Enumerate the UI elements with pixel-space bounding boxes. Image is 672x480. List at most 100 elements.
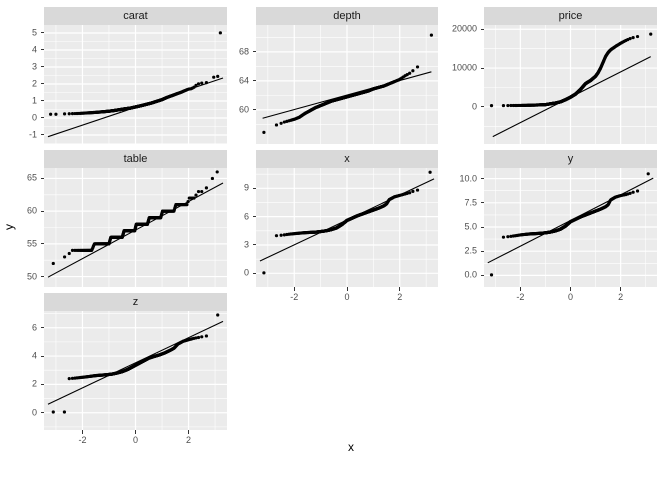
facet-panel-y bbox=[484, 168, 657, 287]
y-tick-label: 60 bbox=[26, 205, 37, 216]
x-tick-mark bbox=[346, 287, 348, 291]
x-tick-label: 0 bbox=[567, 291, 574, 302]
facet-panel-depth bbox=[256, 25, 438, 144]
x-tick-label: 2 bbox=[186, 434, 192, 445]
y-tick-mark bbox=[40, 66, 44, 68]
y-tick-label: -1 bbox=[28, 129, 37, 140]
y-tick-mark bbox=[252, 80, 256, 82]
y-tick-mark bbox=[480, 202, 484, 204]
y-tick-mark bbox=[252, 109, 256, 111]
y-tick-label: 64 bbox=[238, 75, 249, 86]
x-tick-mark bbox=[188, 430, 190, 434]
y-tick-mark bbox=[252, 187, 256, 189]
facet-strip-label: z bbox=[132, 295, 139, 308]
facet-strip-z: z bbox=[44, 293, 227, 311]
facet-strip-table: table bbox=[44, 150, 227, 168]
y-tick-label: 0 bbox=[243, 267, 249, 278]
x-axis-title: x bbox=[348, 440, 354, 454]
y-tick-label: 0 bbox=[471, 101, 477, 112]
facet-strip-depth: depth bbox=[256, 7, 438, 25]
facet-panel-price bbox=[484, 25, 657, 144]
y-tick-label: 4 bbox=[31, 350, 37, 361]
y-tick-mark bbox=[40, 100, 44, 102]
facet-strip-label: y bbox=[567, 152, 574, 165]
y-tick-mark bbox=[480, 274, 484, 276]
y-tick-label: 2 bbox=[31, 378, 37, 389]
facet-strip-price: price bbox=[484, 7, 657, 25]
y-tick-mark bbox=[40, 327, 44, 329]
y-tick-label: 6 bbox=[31, 322, 37, 333]
y-tick-label: 65 bbox=[26, 172, 37, 183]
x-tick-mark bbox=[620, 287, 622, 291]
x-tick-label: 0 bbox=[132, 434, 139, 445]
y-tick-label: 4 bbox=[31, 44, 37, 55]
y-tick-mark bbox=[252, 272, 256, 274]
y-tick-label: 9 bbox=[243, 182, 249, 193]
x-tick-mark bbox=[519, 287, 521, 291]
y-tick-label: 2 bbox=[31, 78, 37, 89]
facet-panel-carat bbox=[44, 25, 227, 144]
x-tick-label: -2 bbox=[290, 291, 299, 302]
y-tick-mark bbox=[40, 355, 44, 357]
y-tick-mark bbox=[40, 177, 44, 179]
y-tick-mark bbox=[480, 67, 484, 69]
y-tick-mark bbox=[480, 226, 484, 228]
x-tick-mark bbox=[135, 430, 136, 434]
y-tick-label: 0 bbox=[31, 112, 37, 123]
facet-panel-x bbox=[256, 168, 438, 287]
facet-strip-label: x bbox=[344, 152, 350, 165]
y-tick-mark bbox=[252, 216, 256, 218]
x-tick-label: 2 bbox=[397, 291, 403, 302]
y-tick-mark bbox=[40, 83, 44, 85]
y-tick-label: 3 bbox=[243, 239, 249, 250]
y-tick-label: 2.5 bbox=[464, 245, 477, 256]
x-tick-label: -2 bbox=[516, 291, 525, 302]
facet-strip-label: carat bbox=[123, 9, 148, 22]
y-tick-label: 6 bbox=[243, 211, 249, 222]
y-tick-label: 7.5 bbox=[464, 197, 477, 208]
y-tick-label: 1 bbox=[31, 95, 37, 106]
y-tick-label: 55 bbox=[26, 238, 37, 249]
y-tick-mark bbox=[480, 28, 484, 30]
y-tick-label: 60 bbox=[238, 104, 249, 115]
y-tick-mark bbox=[40, 134, 44, 136]
facet-strip-carat: carat bbox=[44, 7, 227, 25]
y-tick-mark bbox=[252, 244, 256, 246]
y-tick-mark bbox=[40, 412, 44, 414]
y-tick-mark bbox=[480, 106, 484, 108]
facet-panel-table bbox=[44, 168, 227, 287]
y-tick-label: 3 bbox=[31, 61, 37, 72]
x-tick-label: -2 bbox=[78, 434, 87, 445]
y-tick-label: 0.0 bbox=[464, 269, 477, 280]
y-tick-mark bbox=[40, 383, 44, 385]
y-tick-mark bbox=[480, 250, 484, 252]
x-tick-mark bbox=[293, 287, 295, 291]
facet-strip-label: table bbox=[123, 152, 148, 165]
y-tick-mark bbox=[40, 117, 44, 119]
facet-strip-x: x bbox=[256, 150, 438, 168]
y-tick-mark bbox=[40, 32, 44, 34]
y-tick-label: 20000 bbox=[451, 23, 477, 34]
y-tick-mark bbox=[40, 210, 44, 212]
y-tick-mark bbox=[40, 243, 44, 245]
y-tick-label: 5.0 bbox=[464, 221, 477, 232]
y-tick-label: 68 bbox=[238, 46, 249, 57]
y-tick-label: 10.0 bbox=[459, 173, 477, 184]
facet-strip-label: price bbox=[558, 9, 583, 22]
y-tick-label: 0 bbox=[31, 407, 37, 418]
y-tick-mark bbox=[480, 178, 484, 180]
y-tick-mark bbox=[40, 49, 44, 51]
y-tick-mark bbox=[252, 51, 256, 53]
y-tick-mark bbox=[40, 276, 44, 278]
y-tick-label: 10000 bbox=[451, 62, 477, 73]
x-tick-label: 2 bbox=[618, 291, 624, 302]
facet-panel-z bbox=[44, 311, 227, 430]
facet-strip-y: y bbox=[484, 150, 657, 168]
x-tick-mark bbox=[399, 287, 401, 291]
y-tick-label: 50 bbox=[26, 271, 37, 282]
x-tick-mark bbox=[81, 430, 83, 434]
x-tick-mark bbox=[570, 287, 571, 291]
x-tick-label: 0 bbox=[344, 291, 350, 302]
